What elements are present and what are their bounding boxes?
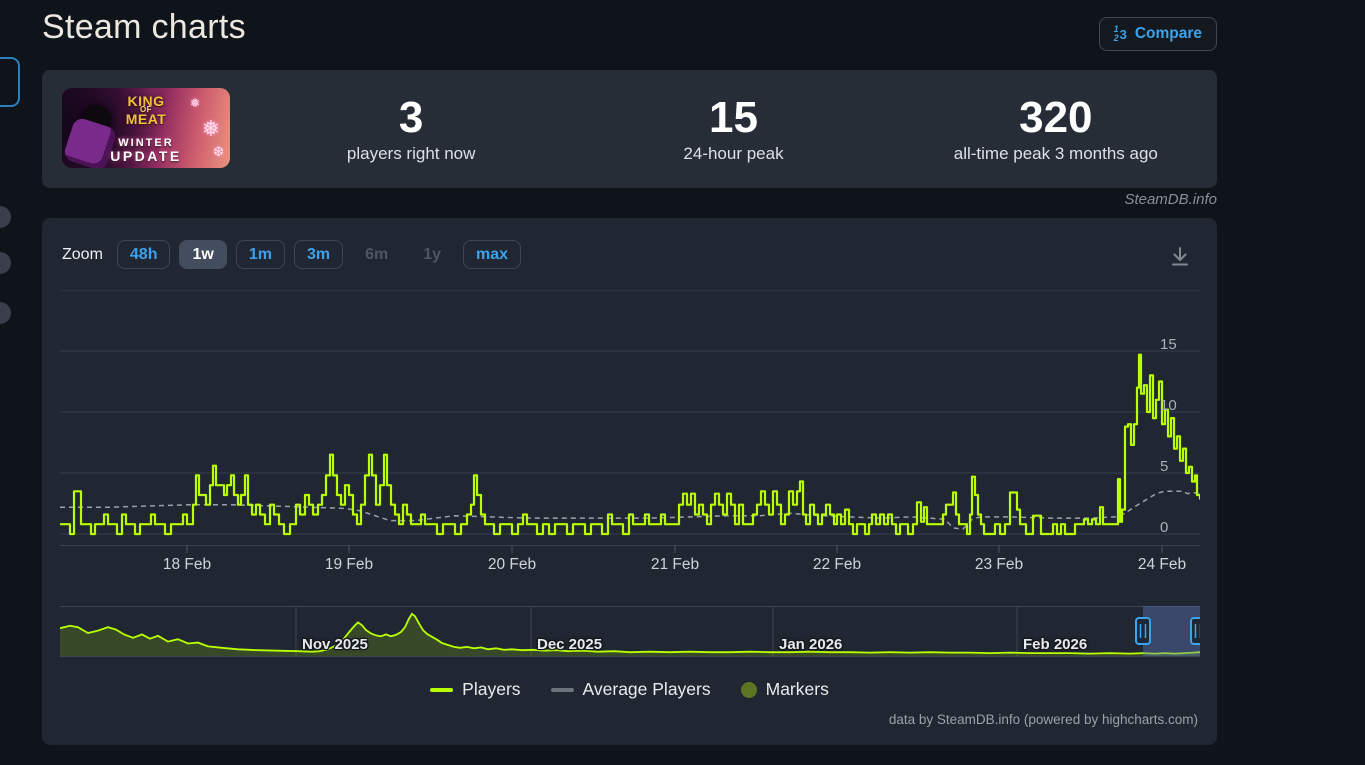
- stat-label: 24-hour peak: [683, 143, 784, 163]
- stat-label: players right now: [346, 143, 476, 163]
- offscreen-dot: [0, 252, 11, 274]
- markers-dot-swatch: [740, 681, 757, 698]
- compare-icon-digit: 3: [1119, 26, 1127, 42]
- navigator-month-label: Nov 2025: [302, 636, 368, 653]
- compare-button[interactable]: 1 2 3 Compare: [1098, 17, 1217, 51]
- stat-alltime-peak: 320 all-time peak 3 months ago: [895, 70, 1217, 188]
- capsule-banner-line: UPDATE: [110, 148, 182, 164]
- y-axis-tick-label: 15: [1160, 336, 1177, 353]
- navigator-month-label: Dec 2025: [537, 636, 603, 653]
- legend-item-markers[interactable]: Markers: [740, 679, 829, 700]
- zoom-max-button[interactable]: max: [463, 240, 522, 269]
- range-navigator[interactable]: [60, 606, 1200, 657]
- compare-icon-digit: 2: [1113, 33, 1119, 43]
- legend-item-average-players[interactable]: Average Players: [550, 679, 711, 700]
- zoom-1y-button: 1y: [410, 240, 454, 269]
- compare-button-label: Compare: [1134, 25, 1202, 42]
- page-title: Steam charts: [42, 8, 246, 46]
- stats-columns: 3 players right now 15 24-hour peak 320 …: [250, 70, 1217, 188]
- x-axis-tick-label: 24 Feb: [1137, 556, 1187, 573]
- zoom-48h-button[interactable]: 48h: [116, 240, 171, 269]
- x-axis-tick-label: 23 Feb: [974, 556, 1024, 573]
- y-axis-tick-label: 5: [1160, 458, 1169, 475]
- x-axis-tick-label: 20 Feb: [487, 556, 537, 573]
- game-logo-line: KING: [127, 93, 165, 109]
- navigator-month-label: Jan 2026: [779, 636, 843, 653]
- stat-label: all-time peak 3 months ago: [953, 143, 1158, 163]
- offscreen-dot: [0, 302, 11, 324]
- stats-panel: KING OF MEAT WINTER UPDATE ❅ ❅ ❆ 3 playe…: [42, 70, 1217, 188]
- zoom-6m-button: 6m: [352, 240, 401, 269]
- x-axis-tick-label: 18 Feb: [162, 556, 212, 573]
- legend-label: Average Players: [582, 679, 711, 699]
- download-chart-icon[interactable]: [1166, 243, 1194, 271]
- navigator-handle[interactable]: [1190, 617, 1200, 645]
- players-line-swatch: [430, 687, 454, 692]
- compare-123-icon: 1 2 3: [1114, 25, 1127, 43]
- snowflake-icon: ❅: [201, 116, 220, 141]
- capsule-banner-line: WINTER: [118, 137, 174, 149]
- game-logo-line: OF: [139, 105, 153, 114]
- steamdb-watermark: SteamDB.info: [1124, 191, 1217, 208]
- stat-value: 320: [1019, 92, 1093, 142]
- legend-label: Markers: [765, 679, 829, 699]
- game-logo: KING OF MEAT: [125, 93, 167, 127]
- stat-current-players: 3 players right now: [250, 70, 572, 188]
- chart-panel: [42, 218, 1217, 745]
- zoom-1m-button[interactable]: 1m: [235, 240, 285, 269]
- offscreen-dot: [0, 206, 11, 228]
- y-axis-tick-label: 10: [1160, 397, 1177, 414]
- chart-legend: Players Average Players Markers: [42, 679, 1217, 700]
- y-axis-tick-label: 0: [1160, 519, 1169, 536]
- game-logo-line: MEAT: [125, 111, 167, 127]
- snowflake-icon: ❅: [189, 96, 200, 110]
- zoom-3m-button[interactable]: 3m: [293, 240, 344, 269]
- zoom-1w-button[interactable]: 1w: [179, 240, 227, 269]
- legend-item-players[interactable]: Players: [430, 679, 521, 700]
- x-axis-tick-label: 21 Feb: [650, 556, 700, 573]
- zoom-toolbar: Zoom 48h 1w 1m 3m 6m 1y max: [62, 240, 522, 269]
- stat-value: 3: [398, 92, 424, 142]
- average-players-line-swatch: [550, 687, 574, 692]
- x-axis-tick-label: 19 Feb: [324, 556, 374, 573]
- compare-icon-digit: 1: [1113, 24, 1119, 34]
- chart-credits: data by SteamDB.info (powered by highcha…: [888, 712, 1198, 727]
- game-capsule-image[interactable]: KING OF MEAT WINTER UPDATE ❅ ❅ ❆: [62, 88, 230, 168]
- offscreen-tab[interactable]: [0, 57, 20, 107]
- stat-24h-peak: 15 24-hour peak: [572, 70, 894, 188]
- x-axis-tick-label: 22 Feb: [812, 556, 862, 573]
- zoom-label: Zoom: [62, 245, 103, 263]
- snowflake-icon: ❆: [213, 144, 224, 159]
- capsule-banner-text: WINTER UPDATE: [62, 137, 230, 163]
- legend-label: Players: [462, 679, 521, 699]
- navigator-month-label: Feb 2026: [1023, 636, 1088, 653]
- navigator-handle[interactable]: [1135, 617, 1151, 645]
- players-chart[interactable]: [60, 290, 1200, 558]
- stat-value: 15: [709, 92, 758, 142]
